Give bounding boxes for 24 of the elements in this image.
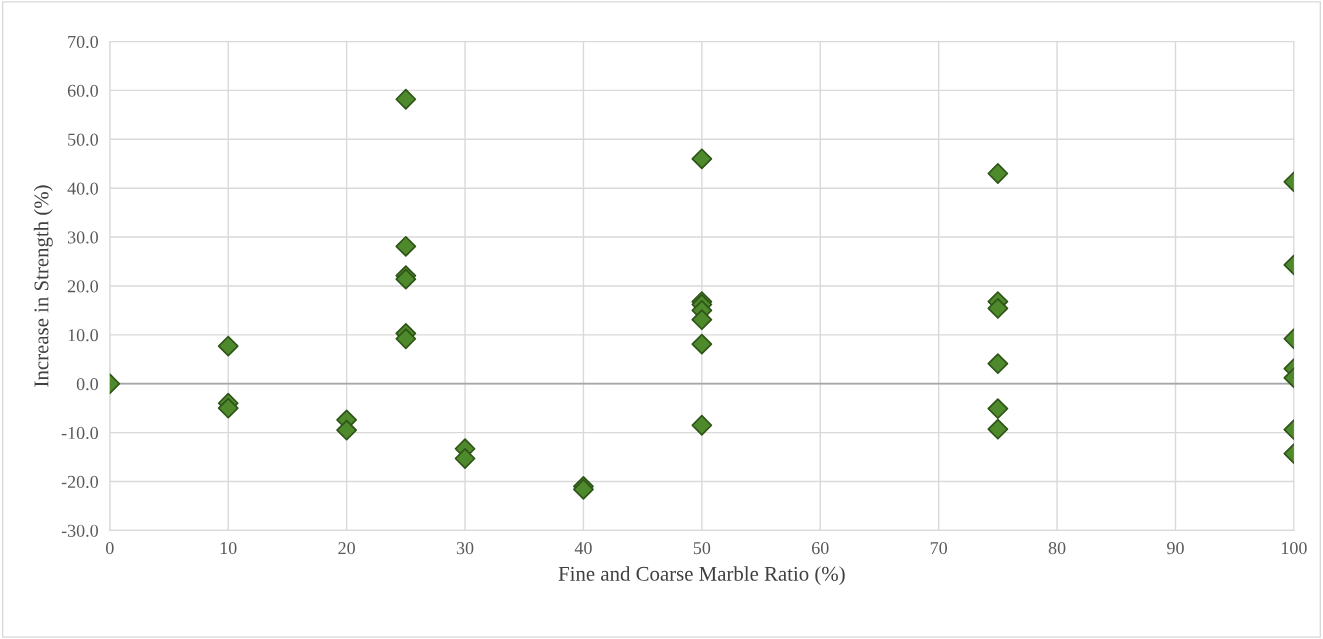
- y-tick-label: 40.0: [67, 182, 99, 195]
- x-tick-label: 70: [930, 542, 948, 555]
- y-tick-label: 70.0: [68, 35, 99, 49]
- x-tick-label: 30: [456, 542, 474, 555]
- y-tick-label: -30.0: [61, 524, 99, 537]
- x-tick-label: 60: [812, 542, 829, 555]
- y-tick-label: -20.0: [61, 475, 99, 489]
- y-tick-label: 50.0: [68, 133, 99, 146]
- x-tick-label: 100: [1281, 542, 1307, 555]
- x-tick-label: 50: [693, 542, 711, 555]
- y-tick-label: 0.0: [76, 377, 99, 391]
- y-tick-label: 30.0: [67, 231, 99, 244]
- y-tick-label: -10.0: [61, 426, 99, 440]
- y-tick-label: 20.0: [67, 280, 99, 293]
- x-axis-title: Fine and Coarse Marble Ratio (%): [558, 566, 845, 586]
- x-tick-label: 20: [338, 542, 355, 555]
- x-tick-label: 10: [220, 542, 237, 555]
- y-axis-title: Increase in Strength (%): [33, 185, 53, 387]
- x-tick-label: 90: [1167, 542, 1184, 555]
- x-tick-label: 80: [1048, 542, 1066, 555]
- x-tick-label: 0: [105, 542, 114, 555]
- y-tick-label: 60.0: [67, 84, 99, 97]
- x-tick-label: 40: [574, 542, 592, 555]
- y-tick-label: 10.0: [68, 329, 99, 342]
